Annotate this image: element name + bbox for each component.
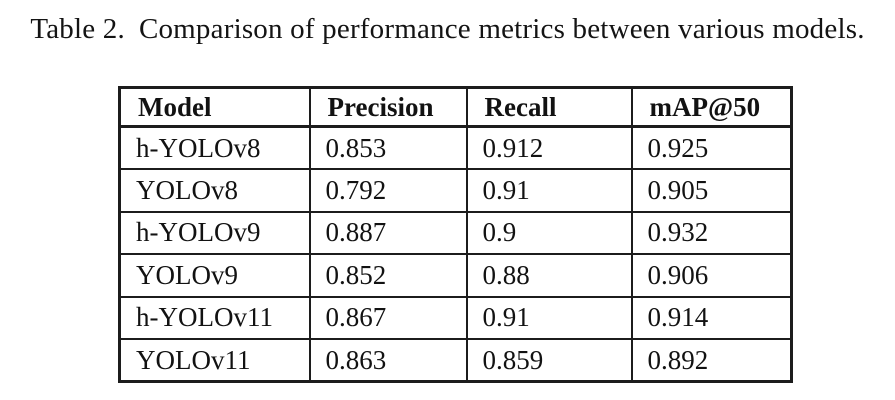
header-cell-model: Model [118, 86, 311, 128]
map50-cell: 0.932 [630, 210, 793, 255]
precision-cell: 0.867 [308, 295, 468, 340]
table-row: YOLOv8 0.792 0.91 0.905 [118, 168, 793, 213]
recall-cell: 0.912 [465, 125, 633, 170]
table-row: h-YOLOv11 0.867 0.91 0.914 [118, 295, 793, 340]
table-row: YOLOv11 0.863 0.859 0.892 [118, 338, 793, 383]
table-row: h-YOLOv8 0.853 0.912 0.925 [118, 125, 793, 170]
map50-cell: 0.892 [630, 338, 793, 383]
map50-cell: 0.925 [630, 125, 793, 170]
model-cell: YOLOv11 [118, 338, 311, 383]
recall-cell: 0.88 [465, 253, 633, 298]
table-header-row: Model Precision Recall mAP@50 [118, 86, 793, 128]
header-cell-precision: Precision [308, 86, 468, 128]
precision-cell: 0.863 [308, 338, 468, 383]
recall-cell: 0.859 [465, 338, 633, 383]
recall-cell: 0.91 [465, 168, 633, 213]
precision-cell: 0.792 [308, 168, 468, 213]
model-cell: YOLOv9 [118, 253, 311, 298]
map50-cell: 0.906 [630, 253, 793, 298]
model-cell: h-YOLOv9 [118, 210, 311, 255]
table-caption: Table 2. Comparison of performance metric… [0, 10, 895, 48]
precision-cell: 0.853 [308, 125, 468, 170]
header-cell-recall: Recall [465, 86, 633, 128]
model-cell: YOLOv8 [118, 168, 311, 213]
recall-cell: 0.9 [465, 210, 633, 255]
precision-cell: 0.852 [308, 253, 468, 298]
header-cell-map50: mAP@50 [630, 86, 793, 128]
caption-label: Table 2. [30, 13, 125, 45]
model-cell: h-YOLOv8 [118, 125, 311, 170]
metrics-table: Model Precision Recall mAP@50 h-YOLOv8 0… [118, 86, 793, 383]
table-row: YOLOv9 0.852 0.88 0.906 [118, 253, 793, 298]
recall-cell: 0.91 [465, 295, 633, 340]
model-cell: h-YOLOv11 [118, 295, 311, 340]
table-row: h-YOLOv9 0.887 0.9 0.932 [118, 210, 793, 255]
precision-cell: 0.887 [308, 210, 468, 255]
map50-cell: 0.905 [630, 168, 793, 213]
map50-cell: 0.914 [630, 295, 793, 340]
caption-text: Comparison of performance metrics betwee… [138, 13, 865, 45]
